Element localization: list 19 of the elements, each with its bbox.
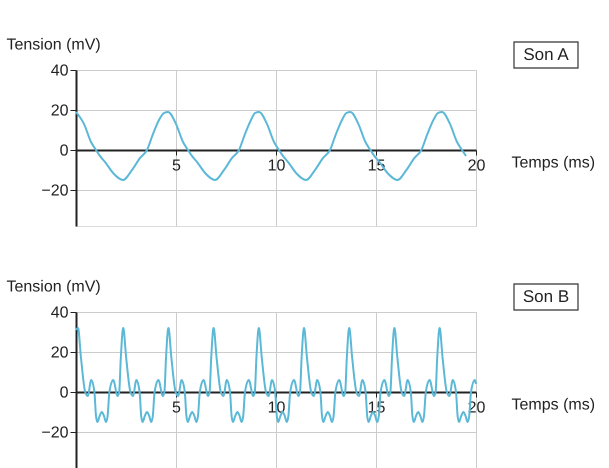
x-axis-title: Temps (ms) bbox=[512, 396, 596, 414]
y-tick-label: 40 bbox=[50, 62, 69, 80]
y-tick-label: −20 bbox=[41, 424, 69, 442]
x-tick-label: 20 bbox=[468, 158, 486, 174]
y-tick-label: 0 bbox=[60, 384, 69, 402]
x-tick-label: 5 bbox=[172, 400, 182, 416]
y-tick-label: 0 bbox=[60, 142, 69, 160]
y-tick-label: −20 bbox=[41, 182, 69, 200]
y-axis-title: Tension (mV) bbox=[6, 36, 101, 54]
x-tick-label: 10 bbox=[268, 158, 286, 174]
text: Son A bbox=[523, 45, 570, 64]
y-tick-label: 40 bbox=[50, 304, 69, 322]
y-tick-label: 20 bbox=[50, 344, 69, 362]
x-tick-label: 5 bbox=[172, 158, 182, 174]
line-series bbox=[75, 111, 467, 181]
x-axis-title: Temps (ms) bbox=[512, 154, 596, 172]
y-tick-label: 20 bbox=[50, 102, 69, 120]
y-axis-title: Tension (mV) bbox=[6, 278, 101, 296]
text: Son B bbox=[522, 287, 570, 306]
